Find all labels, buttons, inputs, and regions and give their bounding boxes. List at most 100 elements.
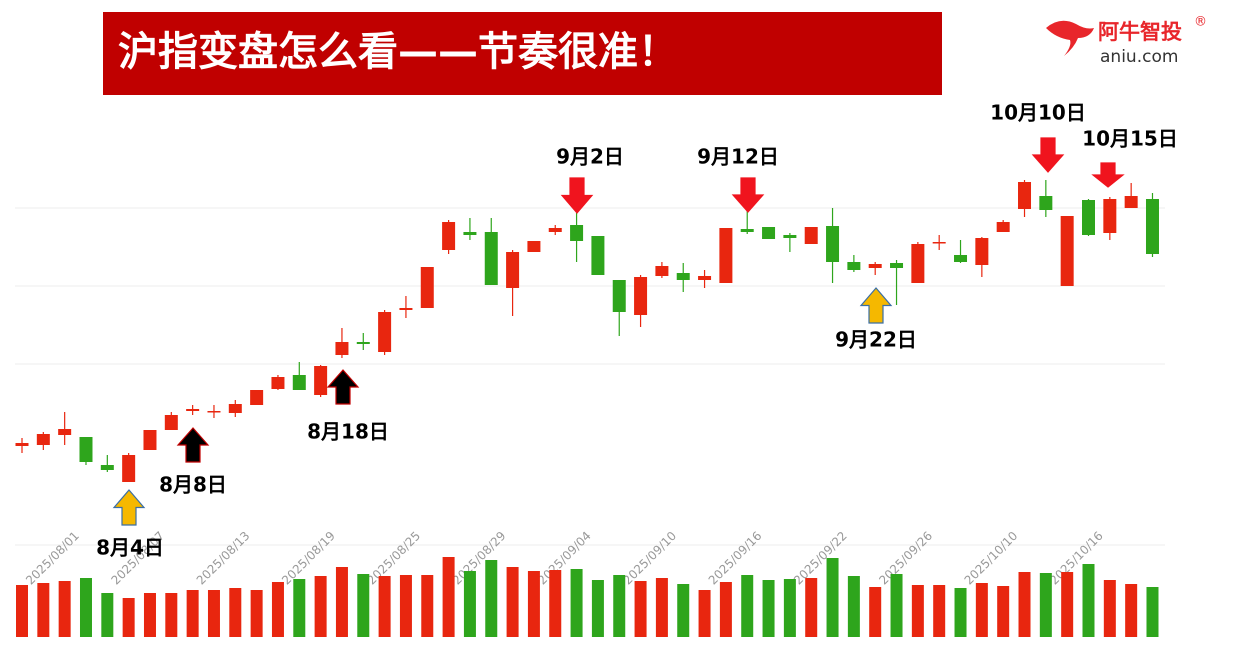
volume-bar [698, 590, 711, 637]
candle-body [996, 222, 1010, 232]
candle-body [740, 229, 754, 232]
volume-bar [890, 574, 903, 637]
x-tick-label: 2025/08/13 [194, 529, 253, 588]
x-tick-label: 2025/10/16 [1047, 529, 1106, 588]
volume-bar [954, 588, 967, 637]
candle-body [1082, 200, 1095, 235]
x-tick-label: 2025/09/10 [620, 529, 679, 588]
candle-body [122, 455, 136, 482]
candle-body [100, 465, 114, 470]
candle-body [484, 232, 498, 285]
candle-body [570, 225, 584, 241]
candle-body [186, 409, 200, 411]
volume-bar [293, 579, 306, 637]
annotation-arrow [326, 369, 360, 405]
candle-body [1103, 199, 1117, 233]
candle-body [164, 415, 178, 430]
annotation-label: 9月12日 [697, 145, 779, 169]
annotation-label: 8月4日 [96, 536, 164, 560]
candle-body [548, 228, 562, 232]
volume-bar [1082, 564, 1095, 637]
volume-bar [442, 557, 455, 637]
volume-bar [655, 578, 668, 637]
volume-bar [37, 583, 50, 637]
annotation-label: 10月10日 [990, 101, 1086, 125]
candle-body [591, 236, 605, 275]
volume-bar [719, 582, 732, 637]
volume-bar [762, 580, 775, 637]
volume-bar [783, 579, 796, 637]
volume-bar [399, 575, 412, 637]
chart-title: 沪指变盘怎么看——节奏很准！ [118, 29, 678, 75]
candle-body [79, 437, 93, 462]
volume-bar [165, 593, 178, 637]
x-tick-label: 2025/10/10 [962, 529, 1021, 588]
annotation-label: 8月18日 [307, 420, 389, 444]
volume-bar [997, 586, 1010, 637]
volume-bar [229, 588, 242, 637]
annotation-arrow [1091, 162, 1125, 188]
candle-body [762, 227, 776, 239]
candle-body [1018, 182, 1032, 209]
volume-bar [16, 585, 28, 637]
candle-body [292, 375, 306, 390]
annotation-label: 9月2日 [556, 145, 624, 169]
candle-body [58, 429, 72, 435]
candle-body [228, 404, 242, 413]
volume-bar [421, 575, 434, 637]
title-banner [103, 12, 942, 95]
annotation-label: 10月15日 [1082, 127, 1178, 151]
candle-body [250, 390, 264, 405]
logo-icon [1046, 20, 1094, 56]
candle-body [634, 277, 648, 315]
volume-bar [741, 575, 754, 637]
volume-bar [378, 576, 391, 637]
candle-body [314, 366, 328, 395]
volume-bar [58, 581, 71, 637]
candle-body [399, 308, 413, 310]
x-tick-label: 2025/09/26 [876, 529, 935, 588]
logo-site: aniu.com [1100, 47, 1178, 67]
candle-body [378, 312, 392, 352]
x-tick-label: 2025/08/29 [450, 529, 509, 588]
candle-body [676, 273, 690, 280]
annotation-arrow [731, 177, 765, 213]
candle-body [207, 411, 221, 413]
annotation-arrow [859, 287, 893, 324]
volume-bar [79, 578, 92, 637]
candle-body [506, 252, 520, 288]
volume-bar [570, 569, 583, 637]
x-tick-label: 2025/09/22 [791, 529, 850, 588]
candle-body [442, 222, 456, 250]
candle-body [420, 267, 434, 308]
annotation-label: 8月8日 [159, 473, 227, 497]
volume-bar [677, 584, 690, 637]
volume-bar [1039, 573, 1052, 637]
candle-body [719, 228, 733, 283]
annotation-arrow [560, 177, 594, 214]
volume-bar [314, 576, 327, 637]
volume-bar [1146, 587, 1159, 637]
x-tick-label: 2025/09/04 [535, 529, 594, 588]
candle-body [954, 255, 968, 262]
x-tick-label: 2025/08/19 [279, 529, 338, 588]
candle-body [804, 227, 818, 244]
candle-body [356, 342, 370, 344]
candle-body [335, 342, 349, 355]
candle-body [847, 262, 861, 270]
volume-bar [1125, 584, 1138, 637]
candle-body [890, 263, 904, 268]
logo: 阿牛智投 ® aniu.com [1046, 15, 1207, 67]
candle-body [1060, 216, 1074, 286]
volume-bar [485, 560, 498, 637]
volume-bar [271, 582, 284, 637]
volume-bar [1018, 572, 1031, 637]
volume-bar [634, 581, 647, 637]
x-tick-label: 2025/08/25 [364, 529, 423, 588]
volume-bar [506, 567, 519, 637]
candle-body [783, 235, 797, 238]
candle-body [527, 241, 541, 252]
annotation-label: 9月22日 [835, 328, 917, 352]
x-tick-label: 2025/08/01 [23, 529, 82, 588]
candle-body [698, 276, 712, 280]
